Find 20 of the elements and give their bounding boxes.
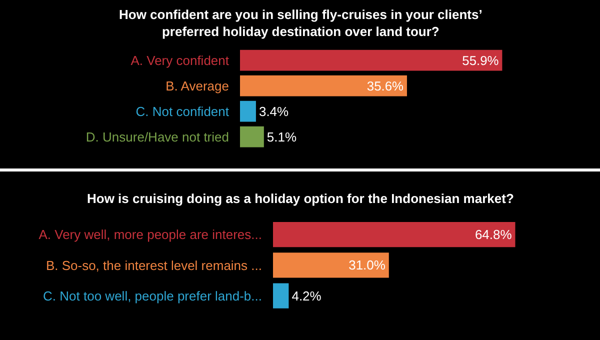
data-label: 5.1% [266,129,297,144]
y-tick-label: C. Not too well, people prefer land-b... [43,288,262,304]
y-tick-label: D. Unsure/Have not tried [86,129,229,144]
y-tick-label: A. Very confident [130,52,230,68]
chart-title: How is cruising doing as a holiday option for the Indonesian market? [87,191,514,206]
data-label: 35.6% [366,78,404,94]
bar [240,50,502,71]
data-label: 4.2% [292,288,322,304]
data-label: 64.8% [474,227,512,242]
y-tick-label: A. Very well, more people are interes... [38,227,262,242]
bar [240,100,256,122]
chart-title: How confident are you in selling fly-cruises in your clients’ preferred holiday destination over land tour? [119,7,482,39]
y-tick-label: C. Not confident [136,104,230,119]
y-tick-label: B. So-so, the interest level remains ... [46,258,262,273]
bar [240,126,264,148]
bar [240,75,407,96]
data-label: 3.4% [258,104,290,119]
data-label: 31.0% [348,258,386,273]
data-label: 55.9% [462,52,500,68]
y-tick-label: B. Average [166,78,229,94]
